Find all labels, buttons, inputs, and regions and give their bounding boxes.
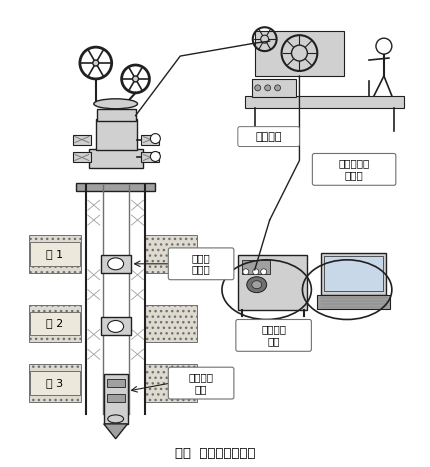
Ellipse shape — [132, 76, 138, 82]
Ellipse shape — [93, 60, 99, 66]
Text: 一体化测
调仪: 一体化测 调仪 — [189, 372, 214, 394]
Text: 测试绞车: 测试绞车 — [255, 132, 282, 142]
FancyBboxPatch shape — [317, 295, 390, 309]
Bar — [145, 235, 197, 273]
Bar — [29, 304, 81, 342]
FancyBboxPatch shape — [104, 374, 128, 424]
Ellipse shape — [252, 281, 262, 289]
FancyBboxPatch shape — [141, 134, 160, 144]
FancyBboxPatch shape — [168, 367, 234, 399]
Text: 地面控制
设备: 地面控制 设备 — [261, 325, 286, 346]
Ellipse shape — [376, 38, 392, 54]
Ellipse shape — [150, 151, 160, 162]
Bar — [29, 364, 81, 402]
Ellipse shape — [261, 35, 269, 43]
FancyBboxPatch shape — [255, 31, 344, 76]
FancyBboxPatch shape — [73, 153, 91, 163]
Ellipse shape — [150, 134, 160, 143]
Text: 附图  整体流程示意图: 附图 整体流程示意图 — [175, 447, 255, 460]
FancyBboxPatch shape — [245, 96, 404, 108]
FancyBboxPatch shape — [324, 256, 383, 290]
Ellipse shape — [255, 85, 261, 91]
FancyBboxPatch shape — [89, 149, 144, 169]
FancyBboxPatch shape — [30, 242, 80, 266]
Bar — [29, 235, 81, 273]
Ellipse shape — [94, 99, 138, 109]
Text: 可调配
水装置: 可调配 水装置 — [192, 253, 210, 275]
Bar — [145, 364, 197, 402]
Bar — [145, 304, 197, 342]
Text: 层 1: 层 1 — [46, 249, 64, 259]
FancyBboxPatch shape — [76, 184, 155, 191]
FancyBboxPatch shape — [30, 371, 80, 395]
FancyBboxPatch shape — [236, 319, 311, 351]
Ellipse shape — [292, 45, 307, 61]
FancyBboxPatch shape — [321, 253, 386, 295]
Ellipse shape — [243, 269, 249, 275]
FancyBboxPatch shape — [252, 79, 296, 97]
FancyBboxPatch shape — [238, 127, 299, 147]
FancyBboxPatch shape — [73, 134, 91, 144]
Ellipse shape — [247, 277, 267, 293]
Text: 数据处理分
析系统: 数据处理分 析系统 — [338, 159, 370, 180]
FancyBboxPatch shape — [30, 311, 80, 335]
FancyBboxPatch shape — [107, 394, 125, 402]
FancyBboxPatch shape — [101, 255, 131, 273]
FancyBboxPatch shape — [312, 154, 396, 185]
Ellipse shape — [253, 269, 259, 275]
FancyBboxPatch shape — [238, 255, 307, 310]
FancyBboxPatch shape — [97, 109, 135, 120]
Ellipse shape — [275, 85, 280, 91]
Ellipse shape — [265, 85, 270, 91]
FancyBboxPatch shape — [168, 248, 234, 280]
Polygon shape — [104, 424, 128, 439]
Ellipse shape — [108, 258, 123, 270]
Ellipse shape — [108, 320, 123, 333]
Text: 层 2: 层 2 — [46, 318, 64, 328]
FancyBboxPatch shape — [141, 153, 160, 163]
Ellipse shape — [108, 415, 123, 423]
Ellipse shape — [261, 269, 267, 275]
Text: 层 3: 层 3 — [46, 378, 64, 388]
FancyBboxPatch shape — [101, 318, 131, 335]
FancyBboxPatch shape — [107, 379, 125, 387]
FancyBboxPatch shape — [96, 119, 136, 150]
FancyBboxPatch shape — [242, 260, 270, 274]
